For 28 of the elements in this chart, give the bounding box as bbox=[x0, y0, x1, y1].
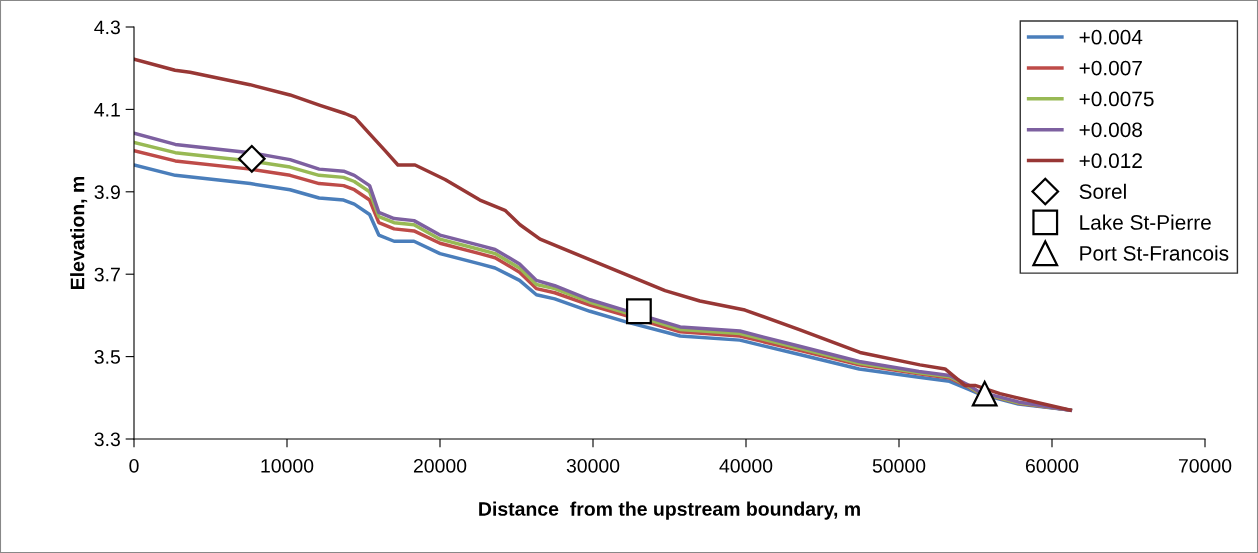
x-tick-label: 20000 bbox=[413, 458, 467, 473]
legend-label: +0.0075 bbox=[1079, 91, 1154, 107]
x-tick-label: 50000 bbox=[872, 458, 926, 473]
legend-label: +0.004 bbox=[1079, 29, 1143, 45]
x-tick-label: 60000 bbox=[1025, 458, 1079, 473]
legend-label: +0.012 bbox=[1079, 153, 1142, 169]
x-tick-label: 30000 bbox=[566, 458, 620, 473]
legend-label: Port St-Francois bbox=[1080, 245, 1229, 261]
y-tick-label: 4.3 bbox=[94, 20, 120, 35]
y-tick-label: 3.3 bbox=[94, 432, 120, 447]
point bbox=[237, 144, 266, 173]
x-tick-label: 0 bbox=[129, 458, 139, 473]
x-tick-label: 40000 bbox=[719, 458, 773, 473]
legend-label: Sorel bbox=[1079, 183, 1126, 199]
legend-label: +0.007 bbox=[1079, 60, 1142, 76]
point bbox=[971, 380, 998, 407]
point bbox=[625, 298, 652, 325]
y-tick-label: 3.9 bbox=[94, 185, 120, 200]
line-series bbox=[134, 57, 1072, 412]
y-tick-label: 3.7 bbox=[94, 267, 120, 282]
legend-label: +0.008 bbox=[1079, 122, 1142, 138]
x-tick-label: 70000 bbox=[1178, 458, 1232, 473]
y-tick-label: 3.5 bbox=[94, 350, 120, 364]
x-tick-label: 10000 bbox=[261, 458, 314, 473]
y-tick-label: 4.1 bbox=[94, 103, 120, 117]
x-axis-title: Distance from the upstream boundary, m bbox=[479, 501, 860, 520]
legend-label: Lake St-Pierre bbox=[1080, 214, 1211, 230]
y-axis-title: Elevation, m bbox=[70, 176, 88, 289]
